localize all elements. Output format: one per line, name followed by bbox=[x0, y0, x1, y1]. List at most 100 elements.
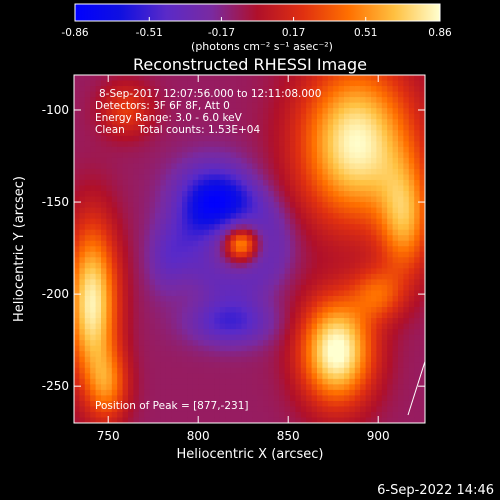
heatmap-cell bbox=[155, 135, 161, 142]
heatmap-cell bbox=[90, 378, 97, 385]
heatmap-cell bbox=[133, 340, 140, 347]
heatmap-cell bbox=[387, 384, 394, 391]
heatmap-cell bbox=[165, 235, 172, 242]
heatmap-cell bbox=[230, 113, 237, 120]
heatmap-cell bbox=[138, 329, 145, 336]
heatmap-cell bbox=[198, 119, 205, 126]
heatmap-cell bbox=[252, 384, 259, 391]
heatmap-cell bbox=[122, 141, 129, 148]
heatmap-cell bbox=[268, 257, 275, 264]
heatmap-cell bbox=[165, 130, 172, 137]
heatmap-cell bbox=[79, 312, 86, 319]
heatmap-cell bbox=[95, 218, 102, 225]
heatmap-cell bbox=[90, 340, 97, 347]
heatmap-cell bbox=[219, 157, 226, 164]
heatmap-cell bbox=[338, 312, 345, 319]
heatmap-cell bbox=[322, 146, 329, 153]
heatmap-cell bbox=[203, 334, 210, 341]
heatmap-cell bbox=[198, 157, 205, 164]
heatmap-cell bbox=[160, 213, 167, 220]
heatmap-cell bbox=[403, 279, 410, 286]
heatmap-cell bbox=[408, 191, 415, 198]
heatmap-cell bbox=[209, 235, 215, 242]
heatmap-cell bbox=[371, 119, 377, 126]
heatmap-cell bbox=[74, 301, 80, 308]
heatmap-cell bbox=[138, 345, 145, 352]
heatmap-cell bbox=[322, 395, 329, 402]
heatmap-cell bbox=[122, 185, 129, 192]
heatmap-cell bbox=[225, 417, 232, 423]
heatmap-cell bbox=[128, 179, 134, 187]
heatmap-cell bbox=[117, 417, 124, 423]
heatmap-cell bbox=[392, 191, 399, 198]
heatmap-cell bbox=[219, 179, 226, 187]
heatmap-cell bbox=[257, 224, 264, 231]
heatmap-cell bbox=[252, 191, 259, 198]
heatmap-cell bbox=[273, 202, 280, 209]
heatmap-cell bbox=[403, 384, 410, 391]
heatmap-cell bbox=[414, 97, 421, 104]
heatmap-cell bbox=[333, 86, 340, 93]
heatmap-cell bbox=[230, 130, 237, 137]
heatmap-cell bbox=[106, 119, 113, 126]
heatmap-cell bbox=[419, 224, 425, 231]
heatmap-cell bbox=[84, 268, 91, 275]
heatmap-cell bbox=[230, 257, 237, 264]
heatmap-cell bbox=[111, 262, 118, 269]
heatmap-cell bbox=[171, 168, 178, 176]
heatmap-cell bbox=[95, 146, 102, 153]
heatmap-cell bbox=[144, 395, 151, 402]
heatmap-cell bbox=[279, 395, 286, 402]
heatmap-cell bbox=[128, 202, 134, 209]
heatmap-cell bbox=[203, 406, 210, 413]
heatmap-cell bbox=[176, 152, 183, 159]
heatmap-cell bbox=[138, 384, 145, 391]
heatmap-cell bbox=[176, 406, 183, 413]
heatmap-cell bbox=[322, 340, 329, 347]
heatmap-cell bbox=[198, 290, 205, 297]
heatmap-cell bbox=[398, 384, 404, 391]
heatmap-cell bbox=[344, 318, 350, 325]
heatmap-cell bbox=[279, 152, 286, 159]
heatmap-cell bbox=[241, 130, 248, 137]
heatmap-cell bbox=[381, 362, 388, 369]
heatmap-cell bbox=[263, 246, 269, 253]
heatmap-cell bbox=[144, 119, 151, 126]
heatmap-cell bbox=[225, 411, 232, 419]
heatmap-cell bbox=[171, 218, 178, 225]
heatmap-cell bbox=[354, 417, 361, 423]
heatmap-cell bbox=[392, 268, 399, 275]
heatmap-cell bbox=[290, 307, 296, 314]
heatmap-cell bbox=[198, 295, 205, 303]
heatmap-cell bbox=[403, 152, 410, 159]
heatmap-cell bbox=[209, 329, 215, 336]
heatmap-cell bbox=[74, 113, 80, 120]
heatmap-cell bbox=[203, 246, 210, 253]
heatmap-cell bbox=[273, 191, 280, 198]
heatmap-cell bbox=[414, 235, 421, 242]
heatmap-cell bbox=[338, 113, 345, 120]
heatmap-cell bbox=[371, 246, 377, 253]
heatmap-cell bbox=[273, 400, 280, 408]
heatmap-cell bbox=[219, 229, 226, 236]
heatmap-cell bbox=[403, 174, 410, 181]
heatmap-cell bbox=[360, 307, 367, 314]
heatmap-cell bbox=[419, 273, 425, 280]
heatmap-cell bbox=[198, 279, 205, 286]
heatmap-cell bbox=[322, 246, 329, 253]
heatmap-cell bbox=[219, 290, 226, 297]
heatmap-cell bbox=[79, 362, 86, 369]
heatmap-cell bbox=[90, 213, 97, 220]
heatmap-cell bbox=[182, 273, 188, 280]
heatmap-cell bbox=[376, 268, 383, 275]
heatmap-cell bbox=[176, 307, 183, 314]
heatmap-cell bbox=[354, 86, 361, 93]
heatmap-cell bbox=[311, 246, 318, 253]
heatmap-cell bbox=[236, 218, 242, 225]
heatmap-cell bbox=[236, 351, 242, 358]
heatmap-cell bbox=[376, 334, 383, 341]
heatmap-cell bbox=[187, 262, 194, 269]
heatmap-cell bbox=[268, 108, 275, 115]
heatmap-cell bbox=[111, 202, 118, 209]
heatmap-cell bbox=[295, 168, 302, 176]
